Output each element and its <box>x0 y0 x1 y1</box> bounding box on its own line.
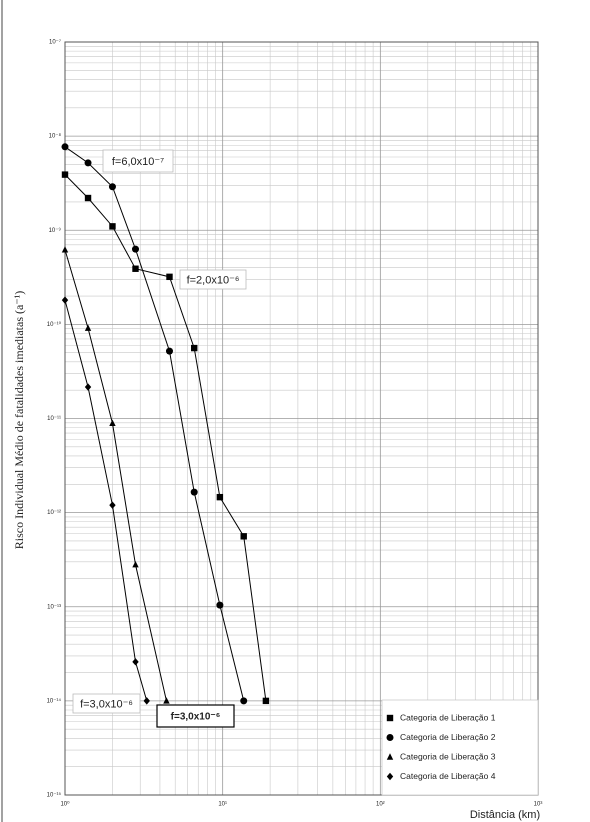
annotation: f=2,0x10⁻⁶ <box>187 274 240 286</box>
legend-marker <box>386 753 394 760</box>
y-tick-label: 10⁻⁸ <box>49 133 62 140</box>
marker <box>132 245 140 253</box>
y-tick-label: 10⁻⁹ <box>49 227 62 234</box>
marker <box>61 171 69 178</box>
marker <box>216 601 224 609</box>
y-axis-label: Risco Individual Médio de fatalidades im… <box>12 291 26 550</box>
legend: Categoria de Liberação 1 Categoria de Lib… <box>381 699 539 796</box>
series-line <box>64 146 245 701</box>
annotation-box <box>179 269 247 290</box>
legend-marker <box>386 734 394 741</box>
marker <box>163 697 170 704</box>
legend-box <box>381 699 539 796</box>
legend-label: Categoria de Liberação 3 <box>400 751 496 761</box>
y-tick-label: 10⁻⁷ <box>49 39 61 46</box>
x-axis-label: Distância (km) <box>470 809 540 821</box>
series-line <box>64 299 148 702</box>
x-tick-label: 10¹ <box>218 802 227 808</box>
marker <box>143 697 150 705</box>
annotation-box <box>102 149 174 173</box>
marker <box>109 501 116 509</box>
x-tick-label: 10⁰ <box>60 801 70 808</box>
series-line <box>64 249 167 701</box>
marker <box>61 143 69 151</box>
marker <box>132 560 139 568</box>
annotation: f=6,0x10⁻⁷ <box>112 156 164 168</box>
marker <box>132 265 139 272</box>
y-tick-label: 10⁻¹⁰ <box>47 321 62 328</box>
x-tick-label: 10² <box>376 802 385 808</box>
annotation-box <box>72 693 141 714</box>
marker <box>61 246 69 253</box>
marker <box>109 223 116 230</box>
y-tick-label: 10⁻¹³ <box>47 604 61 610</box>
marker <box>84 383 92 391</box>
marker <box>166 273 173 281</box>
marker <box>84 194 92 202</box>
legend-marker <box>386 714 394 722</box>
series-line <box>64 174 267 701</box>
marker <box>240 533 247 540</box>
annotation: f=3,0x10⁻⁶ <box>80 698 133 710</box>
marker <box>61 296 69 304</box>
marker <box>84 324 92 331</box>
y-tick-label: 10⁻¹² <box>47 510 61 516</box>
marker <box>240 697 248 705</box>
marker <box>165 347 173 355</box>
legend-label: Categoria de Liberação 2 <box>400 732 496 742</box>
marker <box>190 488 198 496</box>
y-tick-label: 10⁻¹⁴ <box>47 697 62 704</box>
annotation: f=3,0x10⁻⁶ <box>171 712 221 723</box>
marker <box>132 658 139 666</box>
y-tick-label: 10⁻¹¹ <box>47 416 61 422</box>
marker <box>109 419 116 426</box>
marker <box>262 697 270 705</box>
legend-label: Categoria de Liberação 4 <box>400 771 496 781</box>
legend-label: Categoria de Liberação 1 <box>400 712 496 722</box>
annotation-box <box>156 704 235 728</box>
legend-marker <box>386 772 394 781</box>
x-tick-label: 10³ <box>534 802 543 808</box>
marker <box>108 183 116 191</box>
plot-frame <box>64 41 539 796</box>
marker <box>216 493 224 501</box>
marker <box>84 159 92 167</box>
y-tick-label: 10⁻¹⁵ <box>47 792 62 799</box>
marker <box>191 344 198 352</box>
